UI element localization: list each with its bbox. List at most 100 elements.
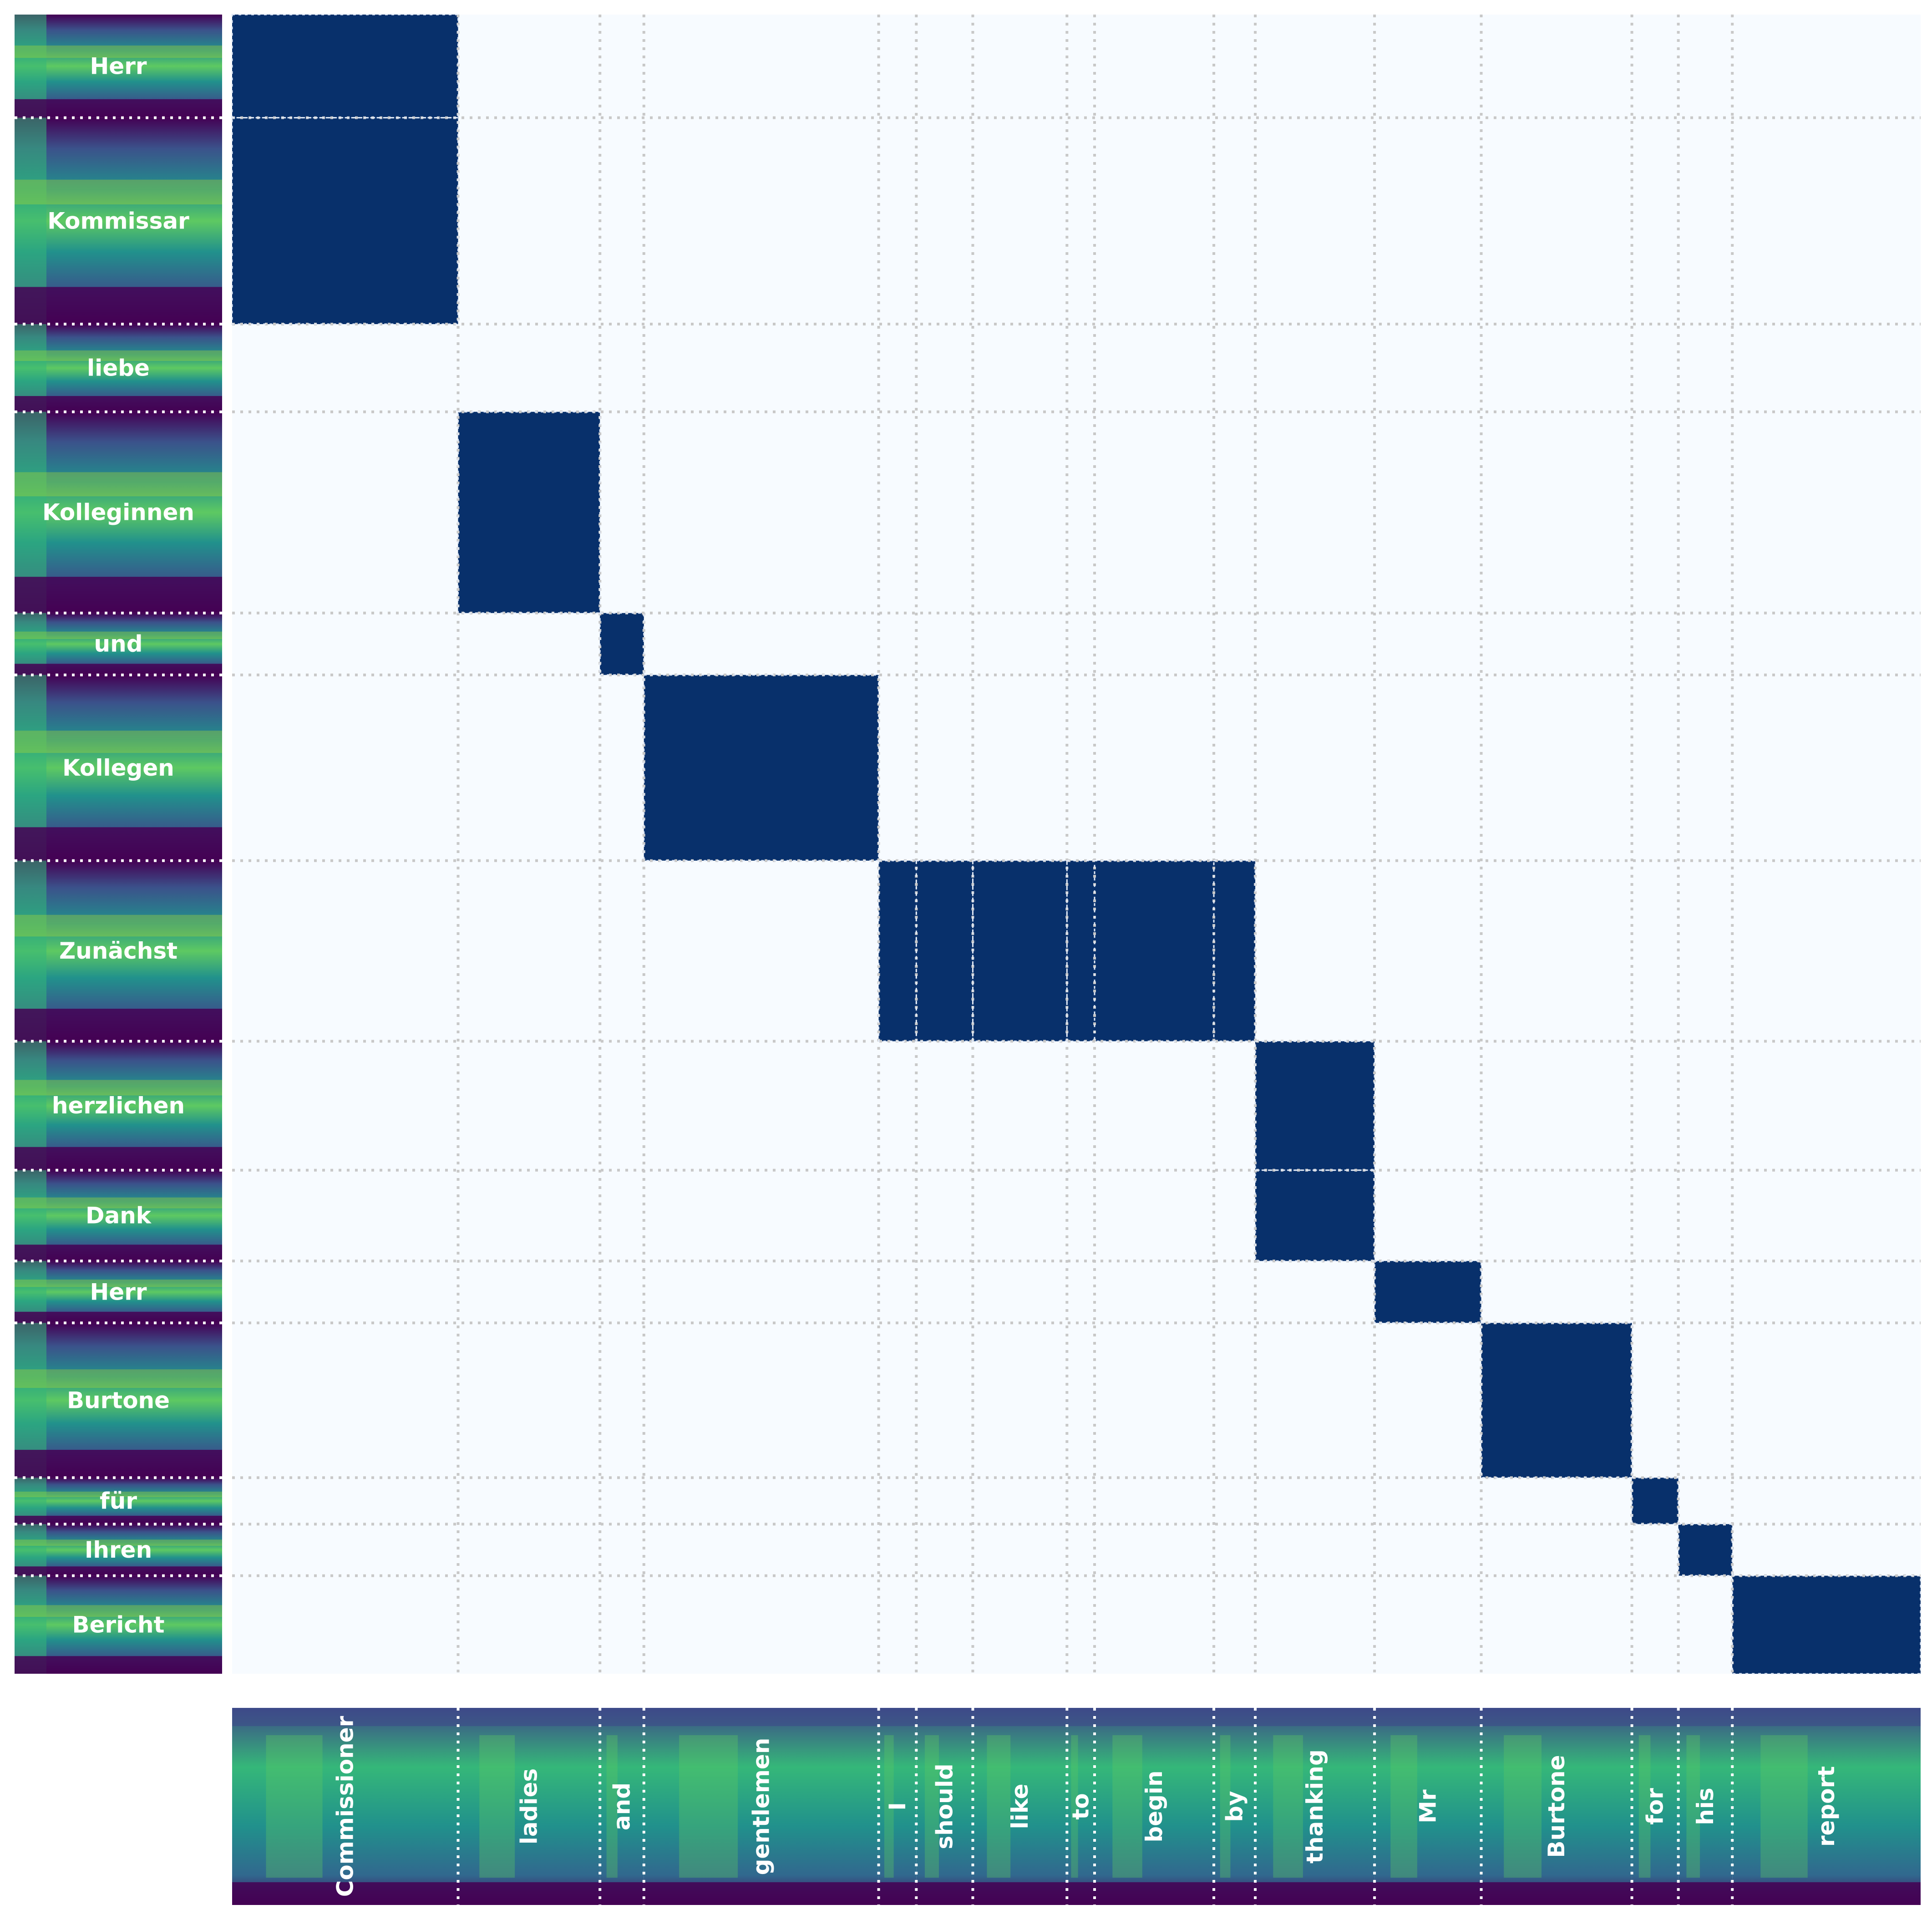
target-word-label: Mr <box>1415 1789 1441 1823</box>
target-spectrogram-formant <box>987 1735 1011 1878</box>
target-spectrogram-top-band <box>1255 1708 1375 1726</box>
target-spectrogram-formant <box>1071 1735 1078 1878</box>
alignment-cell <box>1632 1478 1678 1524</box>
source-spectrogram-formant <box>15 1605 222 1617</box>
alignment-cell <box>1374 1261 1481 1323</box>
target-word-label: report <box>1813 1766 1840 1847</box>
alignment-cell-outline <box>1213 860 1256 1042</box>
target-spectrogram-top-band <box>1214 1708 1256 1726</box>
alignment-cell <box>232 15 458 118</box>
source-spectrogram-low-band <box>15 577 222 613</box>
source-word-label: herzlichen <box>52 1092 185 1119</box>
target-spectrogram-formant <box>606 1735 618 1878</box>
alignment-cell-outline <box>231 14 459 119</box>
target-spectrogram-formant <box>1686 1735 1700 1878</box>
target-word-label: by <box>1222 1791 1248 1822</box>
source-spectrogram-formant <box>15 1491 222 1498</box>
alignment-cell <box>644 675 879 861</box>
alignment-cell-outline <box>643 674 880 862</box>
target-spectrogram-top-band <box>1094 1708 1214 1726</box>
source-spectrogram-low-band <box>15 1515 222 1524</box>
target-spectrogram-top-band <box>1732 1708 1921 1726</box>
target-spectrogram-low-band <box>916 1882 973 1905</box>
source-spectrogram-low-band <box>15 1450 222 1478</box>
alignment-cell <box>1214 860 1256 1041</box>
alignment-cell-outline <box>1254 1169 1375 1262</box>
alignment-cell <box>973 860 1067 1041</box>
target-spectrogram-top-band <box>1067 1708 1095 1726</box>
source-spectrogram-formant <box>15 1280 222 1287</box>
target-spectrogram-segment <box>1374 1708 1481 1905</box>
target-word-label: for <box>1642 1788 1668 1825</box>
alignment-cells <box>232 15 1921 1674</box>
source-word-label: Kolleginnen <box>42 499 194 526</box>
source-spectrogram-formant <box>15 350 222 361</box>
target-spectrogram-top-band <box>1374 1708 1481 1726</box>
target-spectrogram-low-band <box>1632 1882 1678 1905</box>
target-spectrogram-top-band <box>1632 1708 1678 1726</box>
alignment-cell-outline <box>1631 1477 1679 1525</box>
alignment-cell <box>916 860 973 1041</box>
source-word-label: Dank <box>86 1203 152 1229</box>
source-spectrogram-low-band <box>15 1009 222 1041</box>
target-spectrogram-top-band <box>916 1708 973 1726</box>
target-spectrogram-low-band <box>1374 1882 1481 1905</box>
target-spectrogram-formant <box>1504 1735 1542 1878</box>
target-spectrogram-segment <box>644 1708 879 1905</box>
source-spectrogram-low-band <box>15 827 222 861</box>
alignment-cell <box>878 860 917 1041</box>
alignment-cell <box>1255 1170 1375 1261</box>
alignment-grid <box>15 14 1922 1905</box>
alignment-cell <box>1094 860 1214 1041</box>
target-spectrogram-top-band <box>1678 1708 1733 1726</box>
target-word-label: I <box>884 1802 911 1811</box>
target-spectrogram-top-band <box>458 1708 600 1726</box>
source-word-label: liebe <box>87 355 150 381</box>
target-spectrogram-formant <box>1638 1735 1651 1878</box>
target-spectrogram-segment <box>458 1708 600 1905</box>
target-spectrogram-low-band <box>600 1882 644 1905</box>
source-word-label: Burtone <box>67 1387 170 1413</box>
target-spectrogram-low-band <box>1481 1882 1632 1905</box>
alignment-cell-outline <box>1066 860 1095 1042</box>
alignment-cell-outline <box>1731 1575 1922 1675</box>
target-spectrogram-segment <box>916 1708 973 1905</box>
target-spectrogram-formant <box>266 1735 323 1878</box>
target-word-label: like <box>1007 1783 1033 1829</box>
source-word-label: Kommissar <box>47 208 189 234</box>
source-spectrogram-formant <box>15 1369 222 1388</box>
alignment-cell <box>232 117 458 325</box>
target-spectrogram-formant <box>1273 1735 1303 1878</box>
target-spectrogram-segment <box>1632 1708 1678 1905</box>
source-spectrogram-formant <box>15 731 222 753</box>
alignment-cell <box>1067 860 1095 1041</box>
target-word-label: to <box>1068 1793 1094 1819</box>
target-spectrogram-top-band <box>232 1708 458 1726</box>
alignment-cell-outline <box>1094 860 1215 1042</box>
target-spectrogram-segment <box>1732 1708 1921 1905</box>
target-spectrogram-formant <box>679 1735 738 1878</box>
target-word-label: thanking <box>1302 1749 1328 1864</box>
source-spectrogram-formant <box>15 914 222 937</box>
target-spectrogram-segment <box>232 1708 458 1905</box>
source-spectrogram-low-band <box>15 664 222 675</box>
alignment-cell-outline <box>1374 1260 1482 1324</box>
target-word-label: his <box>1692 1788 1719 1825</box>
source-spectrogram-formant <box>15 631 222 639</box>
target-spectrogram-segment <box>1255 1708 1375 1905</box>
target-spectrogram-low-band <box>1067 1882 1095 1905</box>
matrix-background <box>232 15 1921 1674</box>
source-spectrogram-low-band <box>15 99 222 118</box>
target-spectrogram-top-band <box>878 1708 917 1726</box>
target-spectrogram-low-band <box>1214 1882 1256 1905</box>
source-word-label: Bericht <box>72 1611 165 1638</box>
alignment-cell <box>1732 1575 1921 1674</box>
alignment-cell <box>1678 1524 1733 1576</box>
target-spectrogram-low-band <box>232 1882 458 1905</box>
source-spectrogram-low-band <box>15 1656 222 1674</box>
target-spectrogram-segment <box>1214 1708 1256 1905</box>
source-spectrogram-low-band <box>15 1244 222 1261</box>
target-spectrogram-top-band <box>644 1708 879 1726</box>
source-spectrogram-low-band <box>15 396 222 412</box>
target-spectrogram-segment <box>973 1708 1067 1905</box>
